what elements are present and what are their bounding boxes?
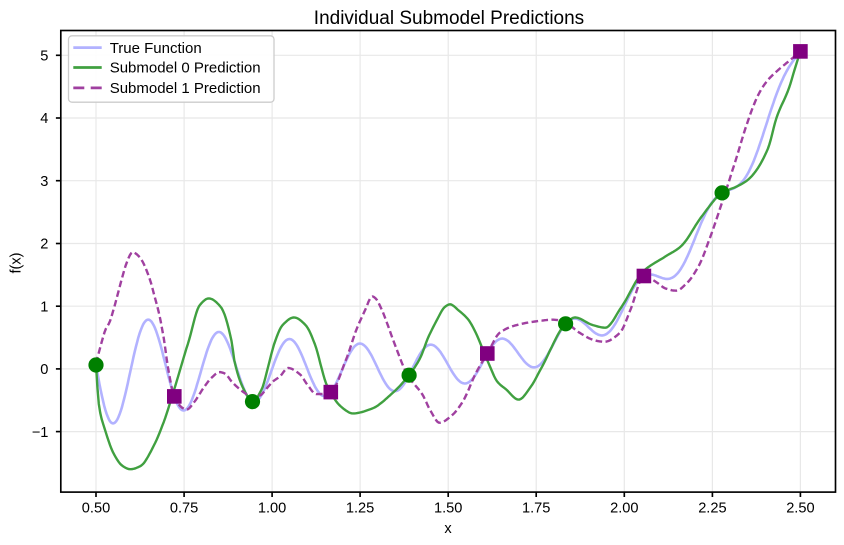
svg-text:f(x): f(x) (9, 252, 25, 273)
svg-text:4: 4 (40, 111, 48, 127)
svg-text:Individual Submodel Prediction: Individual Submodel Predictions (314, 8, 584, 29)
svg-text:2.25: 2.25 (698, 501, 726, 517)
svg-text:True Function: True Function (110, 40, 202, 57)
svg-text:Submodel 0 Prediction: Submodel 0 Prediction (110, 60, 261, 77)
svg-text:1: 1 (40, 299, 48, 315)
svg-text:2.00: 2.00 (610, 501, 638, 517)
svg-text:1.75: 1.75 (522, 501, 550, 517)
svg-text:1.00: 1.00 (258, 501, 286, 517)
svg-text:3: 3 (40, 174, 48, 190)
svg-text:2: 2 (40, 237, 48, 253)
svg-text:0: 0 (40, 362, 48, 378)
svg-text:2.50: 2.50 (786, 501, 814, 517)
svg-text:x: x (444, 521, 452, 537)
svg-text:0.50: 0.50 (82, 501, 110, 517)
svg-text:Submodel 1 Prediction: Submodel 1 Prediction (110, 80, 261, 97)
svg-text:0.75: 0.75 (170, 501, 198, 517)
svg-text:1.50: 1.50 (434, 501, 462, 517)
svg-text:−1: −1 (32, 425, 49, 441)
svg-text:1.25: 1.25 (346, 501, 374, 517)
svg-text:5: 5 (40, 49, 48, 65)
